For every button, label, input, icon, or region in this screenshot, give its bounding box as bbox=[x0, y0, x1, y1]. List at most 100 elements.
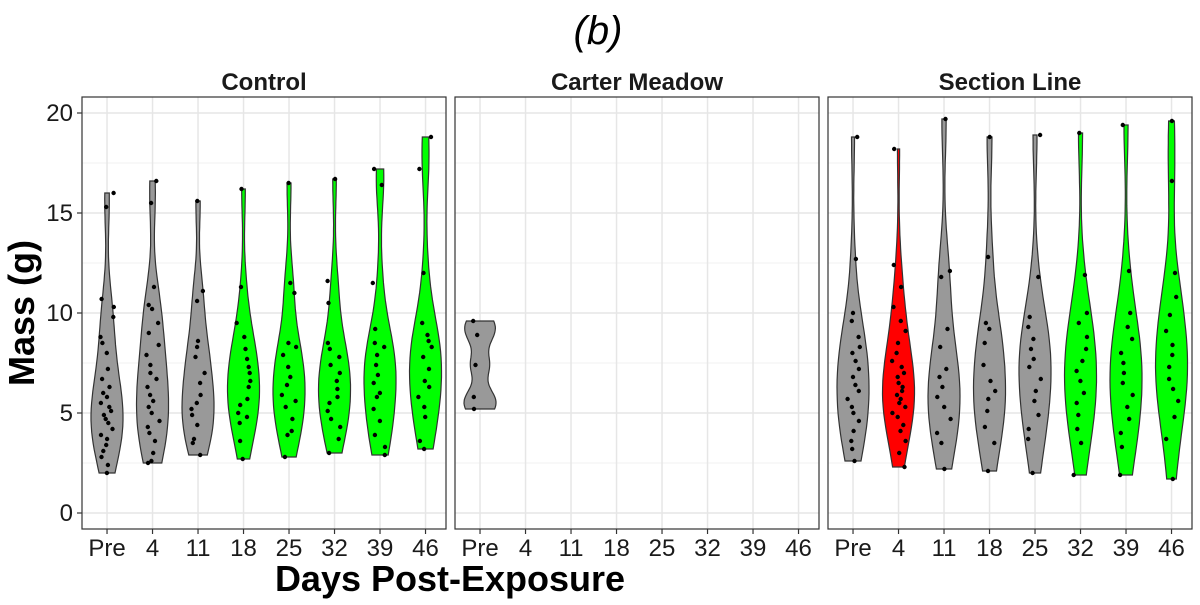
data-point bbox=[1078, 440, 1084, 446]
data-point bbox=[371, 380, 376, 386]
violin-Pre bbox=[463, 320, 497, 410]
data-point bbox=[1125, 404, 1130, 410]
data-point bbox=[154, 178, 159, 184]
data-point bbox=[891, 304, 896, 310]
data-point bbox=[200, 288, 206, 294]
data-point bbox=[104, 470, 110, 476]
data-point bbox=[246, 384, 251, 390]
data-point bbox=[947, 268, 953, 274]
data-point bbox=[1121, 370, 1127, 376]
data-point bbox=[856, 334, 861, 340]
data-point bbox=[372, 432, 378, 438]
x-tick-label: 46 bbox=[412, 535, 439, 562]
data-point bbox=[902, 464, 907, 470]
data-point bbox=[982, 340, 987, 346]
data-point bbox=[1027, 314, 1032, 320]
data-point bbox=[853, 382, 858, 388]
x-tick-label: 39 bbox=[740, 535, 767, 562]
data-point bbox=[101, 412, 107, 418]
data-point bbox=[944, 366, 949, 372]
data-point bbox=[1084, 310, 1090, 316]
violin-18 bbox=[972, 136, 1007, 472]
data-point bbox=[895, 374, 900, 380]
data-point bbox=[898, 396, 903, 402]
data-point bbox=[1074, 368, 1079, 374]
data-point bbox=[146, 404, 151, 410]
data-point bbox=[1167, 364, 1172, 370]
data-point bbox=[328, 416, 334, 422]
data-point bbox=[104, 442, 109, 448]
data-point bbox=[1130, 392, 1135, 398]
x-tick-label: 32 bbox=[1067, 535, 1094, 562]
data-point bbox=[197, 380, 203, 386]
data-point bbox=[149, 306, 155, 312]
data-point bbox=[145, 424, 150, 430]
data-point bbox=[851, 428, 856, 434]
data-point bbox=[1127, 416, 1132, 422]
data-point bbox=[1076, 412, 1081, 418]
y-tick-label: 5 bbox=[60, 400, 73, 427]
data-point bbox=[945, 326, 950, 332]
data-point bbox=[326, 450, 332, 456]
data-point bbox=[370, 280, 375, 286]
data-point bbox=[111, 190, 116, 196]
data-point bbox=[1169, 118, 1175, 124]
data-point bbox=[285, 432, 290, 438]
data-point bbox=[1128, 310, 1133, 316]
violin-4 bbox=[135, 180, 170, 464]
data-point bbox=[243, 346, 248, 352]
data-point bbox=[471, 394, 476, 400]
data-point bbox=[246, 364, 251, 370]
data-point bbox=[856, 366, 862, 372]
data-point bbox=[416, 394, 421, 400]
data-point bbox=[850, 374, 856, 380]
data-point bbox=[903, 328, 908, 334]
data-point bbox=[190, 440, 195, 446]
data-point bbox=[286, 340, 291, 346]
data-point bbox=[104, 204, 109, 210]
data-point bbox=[939, 274, 944, 280]
x-tick-label: Pre bbox=[461, 535, 498, 562]
data-point bbox=[938, 344, 943, 350]
data-point bbox=[1170, 342, 1175, 348]
data-point bbox=[1028, 346, 1034, 352]
data-point bbox=[100, 340, 105, 346]
x-tick-label: 4 bbox=[146, 535, 159, 562]
data-point bbox=[856, 388, 861, 394]
data-point bbox=[104, 394, 110, 400]
data-point bbox=[901, 422, 906, 428]
violin-46 bbox=[408, 136, 443, 450]
data-point bbox=[1077, 130, 1082, 136]
data-point bbox=[1026, 436, 1031, 442]
x-tick-label: 4 bbox=[519, 535, 532, 562]
data-point bbox=[1075, 426, 1080, 432]
data-point bbox=[421, 270, 426, 276]
x-tick-label: 46 bbox=[1158, 535, 1185, 562]
data-point bbox=[293, 344, 299, 350]
data-point bbox=[1117, 472, 1123, 478]
data-point bbox=[853, 256, 859, 262]
x-axis-label: Days Post-Exposure bbox=[275, 558, 625, 599]
data-point bbox=[1030, 470, 1035, 476]
data-point bbox=[853, 358, 858, 364]
x-tick-label: 25 bbox=[649, 535, 676, 562]
data-point bbox=[420, 320, 425, 326]
data-point bbox=[99, 376, 105, 382]
data-point bbox=[421, 446, 427, 452]
data-point bbox=[849, 318, 854, 324]
data-point bbox=[244, 414, 250, 420]
panel-carter-meadow: Carter Meadow Pre 4 11 18 25 32 39 46 bbox=[454, 69, 820, 562]
data-point bbox=[145, 384, 150, 390]
data-point bbox=[1031, 336, 1036, 342]
data-point bbox=[377, 390, 383, 396]
violin-Pre bbox=[836, 136, 870, 462]
data-point bbox=[234, 320, 239, 326]
violin-11 bbox=[927, 118, 961, 470]
data-point bbox=[103, 416, 108, 422]
data-point bbox=[286, 180, 291, 186]
data-point bbox=[151, 284, 157, 290]
data-point bbox=[1026, 426, 1031, 432]
data-point bbox=[105, 462, 111, 468]
data-point bbox=[422, 404, 427, 410]
